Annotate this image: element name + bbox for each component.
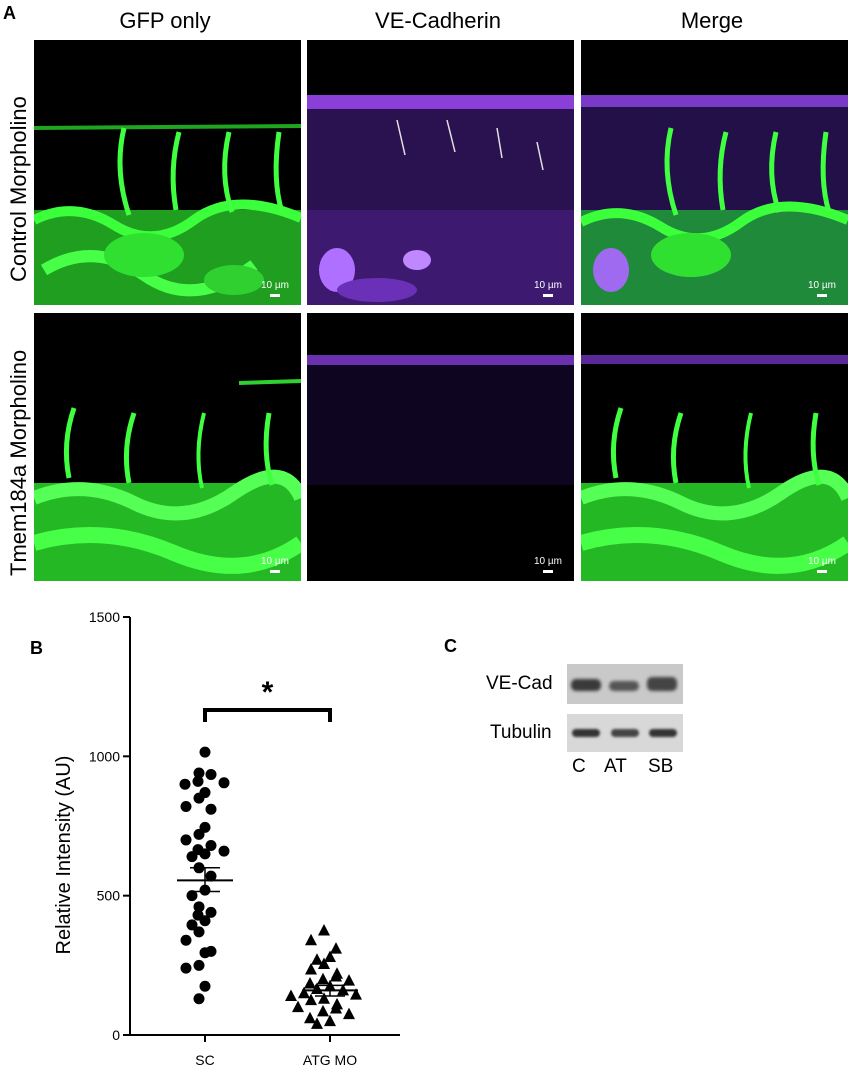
column-title-ve-cadherin: VE-Cadherin [375, 8, 501, 33]
blot-label-tubulin: Tubulin [490, 722, 552, 743]
row-label-control: Control Morpholino [6, 96, 31, 282]
data-point-atg-mo [330, 969, 342, 982]
data-point-sc [193, 993, 205, 1005]
data-point-sc [193, 792, 205, 804]
column-title-gfp: GFP only [119, 8, 211, 33]
data-point-sc [180, 934, 192, 946]
y-tick-label: 1000 [89, 748, 120, 764]
data-point-sc [199, 947, 211, 959]
data-point-atg-mo [311, 1017, 323, 1029]
scale-bar: 10 µm [808, 280, 836, 297]
scale-bar: 10 µm [534, 556, 562, 573]
y-tick-label: 500 [97, 888, 121, 904]
data-point-atg-mo [305, 963, 317, 975]
data-point-sc [186, 851, 198, 863]
chart-points [179, 746, 362, 1029]
micrograph-control-gfp: 10 µm [34, 40, 301, 305]
data-point-atg-mo [318, 957, 330, 969]
micrograph-tmem184a-gfp: 10 µm [34, 313, 301, 581]
chart-means [177, 867, 358, 997]
data-point-atg-mo [343, 1007, 355, 1020]
scale-bar: 10 µm [534, 280, 562, 297]
data-point-atg-mo [318, 992, 330, 1004]
data-point-sc [218, 845, 230, 857]
row-label-tmem184a: Tmem184a Morpholino [6, 349, 31, 576]
scale-bar: 10 µm [261, 280, 289, 297]
data-point-atg-mo [304, 1011, 316, 1024]
micrograph-control-vecadherin: 10 µm [307, 40, 574, 305]
data-point-atg-mo [343, 974, 355, 986]
data-point-atg-mo [298, 986, 310, 999]
panel-b-letter: B [30, 638, 43, 658]
panel-a-letter: A [3, 3, 16, 23]
chart-ticks: 0 500 1000 1500 SC ATG MO [89, 609, 357, 1068]
x-tick-label: ATG MO [303, 1052, 357, 1068]
lane-label-at: AT [604, 756, 627, 777]
data-point-atg-mo [305, 933, 317, 946]
chart-axes [129, 617, 400, 1036]
data-point-sc [193, 828, 205, 840]
data-point-sc [199, 915, 211, 927]
data-point-sc [205, 768, 217, 780]
scale-bar: 10 µm [808, 556, 836, 573]
scatter-chart: 0 500 1000 1500 SC ATG MO * Relative Intensit… [53, 609, 400, 1068]
chart-significance: * [203, 676, 332, 722]
blot-vecad [567, 664, 683, 704]
data-point-atg-mo [305, 993, 317, 1006]
data-point-sc [205, 870, 217, 882]
data-point-sc [199, 980, 211, 992]
data-point-sc [199, 746, 211, 758]
data-point-sc [199, 848, 211, 860]
data-point-atg-mo [324, 1014, 336, 1027]
blot-tubulin [567, 714, 683, 752]
data-point-sc [193, 926, 205, 938]
data-point-atg-mo [324, 950, 336, 962]
data-point-sc [193, 959, 205, 971]
micrograph-control-merge: 10 µm [581, 40, 848, 305]
data-point-atg-mo [330, 1002, 342, 1014]
x-tick-label: SC [195, 1052, 214, 1068]
data-point-atg-mo [304, 976, 316, 989]
data-point-atg-mo [285, 989, 297, 1001]
y-axis-label: Relative Intensity (AU) [53, 756, 75, 955]
significance-bracket [203, 708, 332, 722]
panel-c-letter: C [444, 636, 457, 656]
data-point-sc [218, 777, 230, 789]
micrograph-tmem184a-merge: 10 µm [581, 313, 848, 581]
data-point-sc [180, 800, 192, 812]
column-title-merge: Merge [680, 8, 744, 33]
data-point-sc [193, 767, 205, 779]
data-point-atg-mo [330, 942, 342, 954]
data-point-atg-mo [311, 953, 323, 965]
data-point-sc [205, 906, 217, 918]
data-point-atg-mo [318, 924, 330, 936]
data-point-atg-mo [292, 1000, 304, 1013]
blot-label-vecad: VE-Cad [486, 673, 553, 694]
data-point-sc [179, 778, 191, 790]
data-point-sc [186, 919, 198, 931]
data-point-atg-mo [350, 988, 362, 1000]
data-point-sc [205, 840, 217, 852]
data-point-sc [205, 803, 217, 815]
lane-label-c: C [572, 756, 586, 777]
data-point-sc [186, 890, 198, 902]
y-tick-label: 0 [112, 1027, 120, 1043]
data-point-sc [180, 834, 192, 846]
data-point-sc [192, 775, 204, 787]
scale-bar: 10 µm [261, 556, 289, 573]
data-point-sc [180, 962, 192, 974]
data-point-atg-mo [317, 972, 329, 985]
data-point-sc [193, 901, 205, 913]
y-tick-label: 1500 [89, 609, 120, 625]
data-point-atg-mo [317, 1004, 329, 1017]
lane-label-sb: SB [648, 756, 674, 777]
significance-star: * [262, 676, 274, 709]
micrograph-tmem184a-vecadherin: 10 µm [307, 313, 574, 581]
